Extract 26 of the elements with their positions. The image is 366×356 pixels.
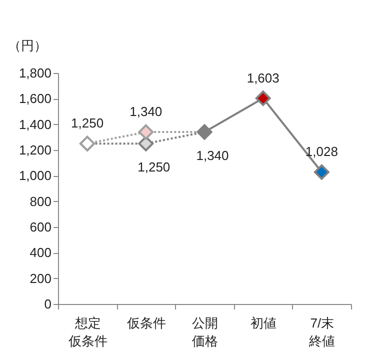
- x-tick-label: 想定仮条件: [67, 316, 108, 348]
- data-label: 1,340: [196, 148, 229, 164]
- data-label: 1,340: [130, 104, 162, 120]
- x-tick-label: 初値: [250, 316, 277, 330]
- y-tick-label: 0: [44, 296, 52, 312]
- data-label: 1,250: [138, 160, 170, 175]
- y-tick-label: 1,200: [18, 142, 52, 158]
- point: [138, 124, 154, 140]
- data-label: 1,028: [305, 144, 338, 160]
- y-tick-label: 600: [30, 220, 52, 234]
- x-tick-label: 仮条件: [126, 316, 166, 330]
- y-tick-label: 1,400: [18, 116, 52, 132]
- point: [138, 136, 154, 152]
- y-tick-label: 1,000: [18, 168, 52, 184]
- y-axis-title: （円）: [8, 38, 47, 53]
- point: [314, 164, 330, 180]
- y-tick-label: 200: [30, 270, 52, 286]
- x-tick-label: 公開価格: [192, 316, 218, 348]
- y-tick-label: 1,800: [18, 66, 52, 80]
- x-tick-label: 7/末終値: [308, 316, 336, 348]
- y-tick-label: 800: [30, 194, 52, 209]
- point: [255, 90, 271, 106]
- data-label: 1,250: [71, 116, 104, 131]
- y-tick-label: 400: [30, 245, 52, 260]
- data-label: 1,603: [246, 70, 280, 86]
- y-tick-label: 1,600: [18, 91, 52, 106]
